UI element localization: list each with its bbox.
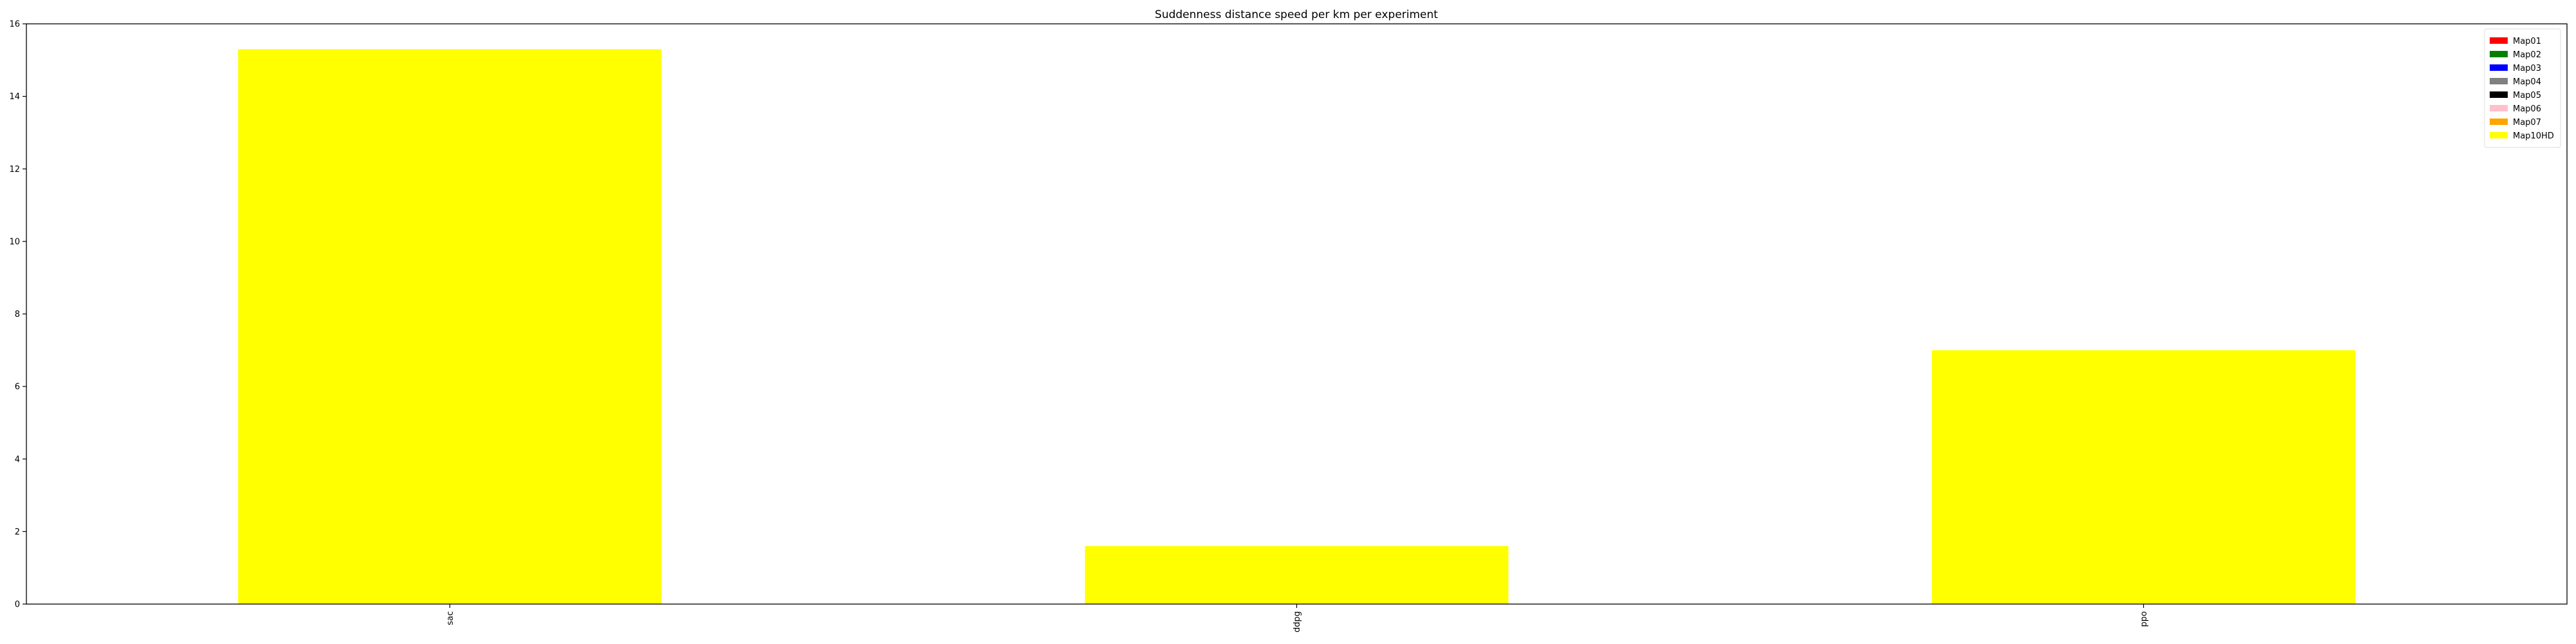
legend-label-map10hd: Map10HD [2513, 131, 2554, 141]
x-tick-label: ddpg [1293, 611, 1302, 632]
legend-label-map01: Map01 [2513, 37, 2541, 46]
legend-swatch-map05 [2490, 91, 2508, 98]
legend-label-map05: Map05 [2513, 91, 2541, 100]
x-tick-label: sac [446, 611, 455, 625]
y-tick-label: 0 [15, 600, 20, 610]
legend: Map01 Map02 Map03 Map04 Map05 Map06 Map07 Map10… [2484, 28, 2561, 148]
legend-frame [2484, 28, 2561, 148]
x-tick-label: ppo [2139, 611, 2149, 627]
legend-swatch-map06 [2490, 105, 2508, 111]
legend-label-map03: Map03 [2513, 64, 2541, 73]
legend-label-map02: Map02 [2513, 50, 2541, 60]
bar-sac-map10hd [238, 49, 662, 604]
y-tick-label: 14 [9, 92, 20, 102]
y-tick-label: 10 [9, 237, 20, 247]
legend-swatch-map10hd [2490, 132, 2508, 138]
y-tick-label: 2 [15, 527, 20, 537]
bar-ddpg-map10hd [1084, 545, 1509, 604]
legend-label-map04: Map04 [2513, 77, 2541, 87]
legend-label-map06: Map06 [2513, 104, 2541, 114]
y-tick-label: 12 [9, 165, 20, 175]
y-tick-label: 6 [15, 383, 20, 392]
y-tick-label: 8 [15, 310, 20, 319]
legend-swatch-map02 [2490, 51, 2508, 57]
legend-swatch-map04 [2490, 78, 2508, 84]
y-tick-label: 16 [9, 20, 20, 30]
legend-swatch-map07 [2490, 118, 2508, 125]
legend-swatch-map01 [2490, 37, 2508, 44]
legend-label-map07: Map07 [2513, 118, 2541, 128]
y-tick-label: 4 [15, 455, 20, 464]
bar-ppo-map10hd [1931, 350, 2356, 604]
chart-title: Suddenness distance speed per km per exp… [1155, 8, 1438, 21]
legend-swatch-map03 [2490, 64, 2508, 71]
